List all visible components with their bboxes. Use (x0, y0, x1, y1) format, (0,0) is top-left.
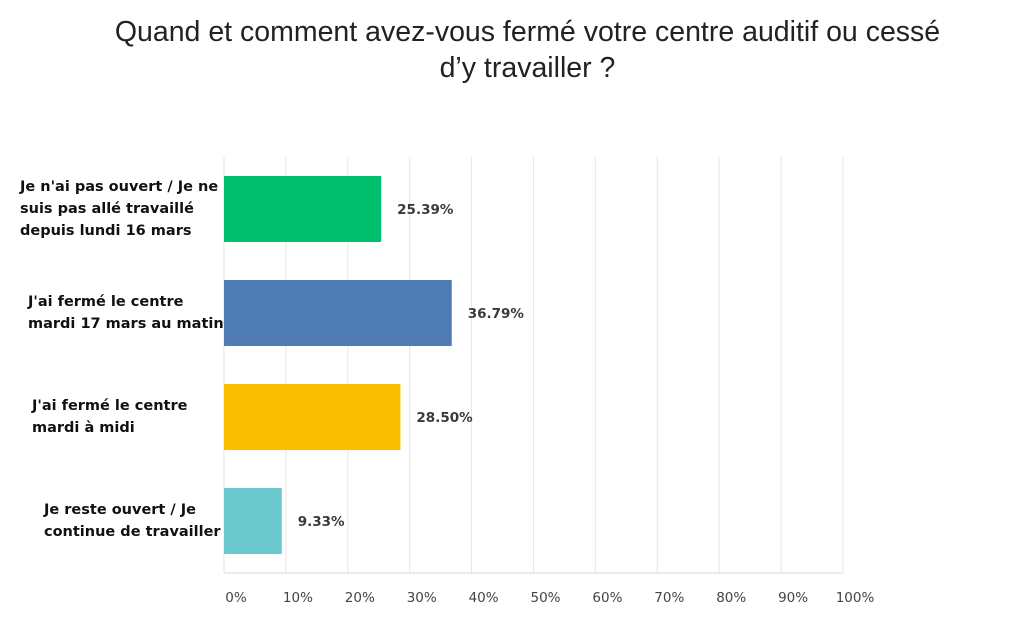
x-tick-label: 70% (654, 590, 684, 606)
bar (224, 384, 401, 450)
category-label: Je n'ai pas ouvert / Je ne suis pas allé… (20, 179, 219, 239)
x-tick-label: 100% (836, 590, 875, 606)
bar (224, 488, 282, 554)
x-tick-label: 60% (592, 590, 622, 606)
x-axis-ticks: 0% 10% 20% 30% 40% 50% 60% 70% 80% 90% 100% (225, 590, 874, 606)
bar-value-label: 25.39% (397, 202, 454, 218)
bar-value-label: 9.33% (298, 514, 345, 530)
bar (224, 280, 452, 346)
bars (224, 176, 452, 554)
x-tick-label: 20% (345, 590, 375, 606)
x-tick-label: 10% (283, 590, 313, 606)
x-tick-label: 30% (407, 590, 437, 606)
x-tick-label: 40% (469, 590, 499, 606)
x-tick-label: 80% (716, 590, 746, 606)
category-label: J'ai fermé le centre mardi à midi (32, 398, 188, 436)
bar-value-label: 36.79% (468, 306, 525, 322)
x-tick-label: 0% (225, 590, 247, 606)
category-label: J'ai fermé le centre mardi 17 mars au ma… (28, 294, 224, 332)
x-tick-label: 90% (778, 590, 808, 606)
bar (224, 176, 382, 242)
value-labels: 25.39% 36.79% 28.50% 9.33% (298, 202, 525, 530)
x-tick-label: 50% (530, 590, 560, 606)
chart-title: Quand et comment avez-vous fermé votre c… (114, 16, 941, 84)
category-label: Je reste ouvert / Je continue de travail… (44, 502, 221, 540)
bar-value-label: 28.50% (416, 410, 473, 426)
